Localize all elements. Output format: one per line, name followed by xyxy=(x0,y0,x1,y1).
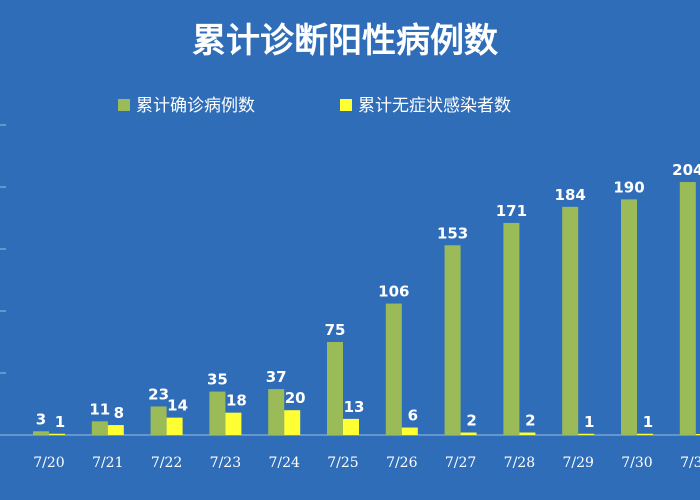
label-asymptomatic-7-21: 8 xyxy=(114,404,124,422)
label-asymptomatic-7-27: 2 xyxy=(466,412,476,430)
bar-asymptomatic-7-31 xyxy=(695,434,700,435)
bar-asymptomatic-7-27 xyxy=(460,432,477,435)
bar-asymptomatic-7-26 xyxy=(401,427,418,435)
y-axis-ticks xyxy=(0,124,6,436)
bar-confirmed-7-20 xyxy=(33,431,49,435)
data-labels: 3 111 823143518372075131066153217121841190… xyxy=(36,161,700,431)
bar-asymptomatic-7-21 xyxy=(107,425,124,435)
label-asymptomatic-7-22: 14 xyxy=(167,397,188,415)
bars xyxy=(33,182,700,435)
label-confirmed-7-31: 204 xyxy=(672,161,700,179)
label-confirmed-7-28: 171 xyxy=(496,202,527,220)
bar-confirmed-7-30 xyxy=(621,199,637,435)
label-asymptomatic-7-25: 13 xyxy=(344,398,365,416)
bar-confirmed-7-26 xyxy=(385,303,402,435)
label-asymptomatic-7-24: 20 xyxy=(285,389,306,407)
bar-confirmed-7-22 xyxy=(150,406,167,435)
category-label-7-26: 7/26 xyxy=(386,455,418,471)
label-confirmed-7-22: 23 xyxy=(148,385,169,403)
label-asymptomatic-7-26: 6 xyxy=(408,407,418,425)
bar-asymptomatic-7-24 xyxy=(284,410,301,435)
bar-asymptomatic-7-25 xyxy=(343,418,359,435)
label-asymptomatic-7-23: 18 xyxy=(226,392,247,410)
label-confirmed-7-26: 106 xyxy=(378,283,409,301)
bar-asymptomatic-7-28 xyxy=(519,432,536,435)
category-label-7-27: 7/27 xyxy=(445,455,476,471)
bar-confirmed-7-27 xyxy=(444,245,461,435)
label-confirmed-7-23: 35 xyxy=(207,371,228,389)
legend-swatch-confirmed xyxy=(118,99,130,111)
bar-confirmed-7-29 xyxy=(562,206,579,435)
bar-asymptomatic-7-29 xyxy=(578,433,595,435)
legend-label-asymptomatic: 累计无症状感染者数 xyxy=(358,96,511,116)
label-confirmed-7-24: 37 xyxy=(266,368,287,386)
category-label-7-25: 7/25 xyxy=(327,455,358,471)
category-label-7-20: 7/20 xyxy=(33,455,64,471)
label-asymptomatic-7-30: 1 xyxy=(643,413,653,431)
label-confirmed-7-30: 190 xyxy=(613,178,644,196)
label-asymptomatic-7-29: 1 xyxy=(584,413,594,431)
bar-confirmed-7-24 xyxy=(268,389,285,435)
category-label-7-22: 7/22 xyxy=(151,455,182,471)
chart-title: 累计诊断阳性病例数 xyxy=(192,21,498,61)
bar-asymptomatic-7-23 xyxy=(225,412,242,435)
legend-label-confirmed: 累计确诊病例数 xyxy=(136,96,255,116)
bar-asymptomatic-7-20 xyxy=(49,433,65,435)
label-asymptomatic-7-28: 2 xyxy=(525,412,535,430)
category-labels: 7/20 7/21 7/22 7/23 7/24 7/25 7/26 7/27 7/28 7/29… xyxy=(33,455,700,471)
bar-confirmed-7-31 xyxy=(679,182,696,435)
label-confirmed-7-20: 3 xyxy=(36,410,46,428)
bar-confirmed-7-28 xyxy=(503,222,520,435)
legend-swatch-asymptomatic xyxy=(340,99,352,111)
category-label-7-23: 7/23 xyxy=(210,455,241,471)
bar-confirmed-7-25 xyxy=(327,342,343,435)
label-asymptomatic-7-20: 1 xyxy=(55,413,65,431)
category-label-7-24: 7/24 xyxy=(268,455,300,471)
category-label-7-30: 7/30 xyxy=(621,455,652,471)
bar-asymptomatic-7-22 xyxy=(166,417,183,435)
category-label-7-29: 7/29 xyxy=(562,455,593,471)
label-confirmed-7-27: 153 xyxy=(437,224,468,242)
legend: 累计确诊病例数 累计无症状感染者数 xyxy=(118,96,511,116)
category-label-7-31: 7/31 xyxy=(680,455,700,471)
bar-asymptomatic-7-30 xyxy=(637,433,653,435)
bar-confirmed-7-21 xyxy=(91,421,108,435)
label-confirmed-7-29: 184 xyxy=(555,186,586,204)
category-label-7-21: 7/21 xyxy=(92,455,123,471)
label-confirmed-7-25: 75 xyxy=(325,321,346,339)
bar-confirmed-7-23 xyxy=(209,391,226,435)
label-confirmed-7-21: 11 xyxy=(89,400,110,418)
category-label-7-28: 7/28 xyxy=(504,455,535,471)
